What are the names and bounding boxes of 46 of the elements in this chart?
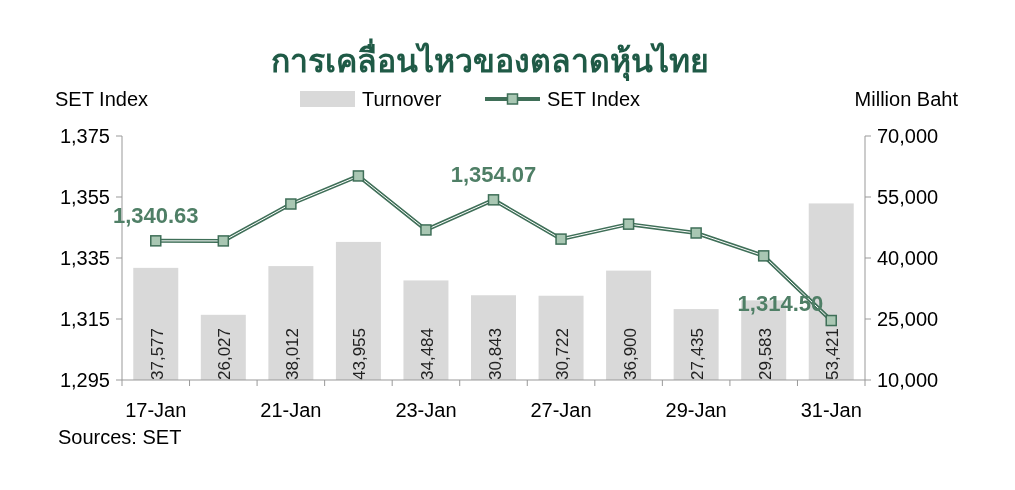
x-tick-label: 23-Jan — [395, 399, 457, 421]
y2-tick-label: 55,000 — [877, 186, 939, 208]
point — [420, 224, 432, 236]
data-label: 34,484 — [417, 328, 437, 380]
y2-tick-label: 10,000 — [877, 369, 939, 391]
y-tick-label: 1,355 — [59, 186, 110, 208]
y2-axis-title: Million Baht — [854, 88, 959, 110]
data-label: 30,722 — [553, 328, 573, 380]
point — [150, 235, 162, 247]
point — [285, 198, 297, 210]
point — [352, 170, 365, 182]
y-tick-label: 1,315 — [59, 308, 110, 330]
x-tick-label: 31-Jan — [800, 399, 862, 421]
legend-label: SET Index — [547, 88, 641, 110]
point — [757, 250, 770, 262]
x-tick-label: 27-Jan — [530, 399, 592, 421]
point — [825, 314, 837, 327]
data-label: 29,583 — [755, 328, 775, 380]
point — [622, 218, 635, 230]
y2-tick-label: 70,000 — [877, 125, 939, 147]
data-label: 30,843 — [485, 328, 505, 380]
data-label: 1,340.63 — [112, 202, 199, 228]
data-label: 43,955 — [350, 328, 370, 380]
source-note: Sources: SET — [58, 426, 182, 448]
legend-label: Turnover — [362, 88, 442, 110]
data-label: 1,354.07 — [450, 161, 537, 187]
x-tick-label: 29-Jan — [665, 399, 727, 421]
y-axis-title: SET Index — [55, 88, 149, 110]
y2-tick-label: 40,000 — [877, 247, 939, 269]
data-label: 36,900 — [620, 328, 640, 380]
point — [690, 227, 702, 239]
y2-tick-label: 25,000 — [877, 308, 939, 330]
x-tick-label: 21-Jan — [260, 399, 322, 421]
data-label: 53,421 — [823, 328, 843, 380]
x-tick-label: 17-Jan — [125, 399, 187, 421]
data-label: 38,012 — [282, 328, 302, 380]
data-label: 27,435 — [688, 328, 708, 380]
point — [555, 233, 567, 245]
y-tick-label: 1,295 — [59, 369, 110, 391]
chart-title: การเคลื่อนไหวของตลาดหุ้นไทย — [271, 38, 709, 82]
data-label: 37,577 — [147, 328, 167, 380]
y-tick-label: 1,335 — [59, 247, 110, 269]
data-label: 26,027 — [215, 328, 235, 380]
y-tick-label: 1,375 — [59, 125, 110, 147]
point — [217, 235, 230, 247]
point — [487, 194, 500, 206]
